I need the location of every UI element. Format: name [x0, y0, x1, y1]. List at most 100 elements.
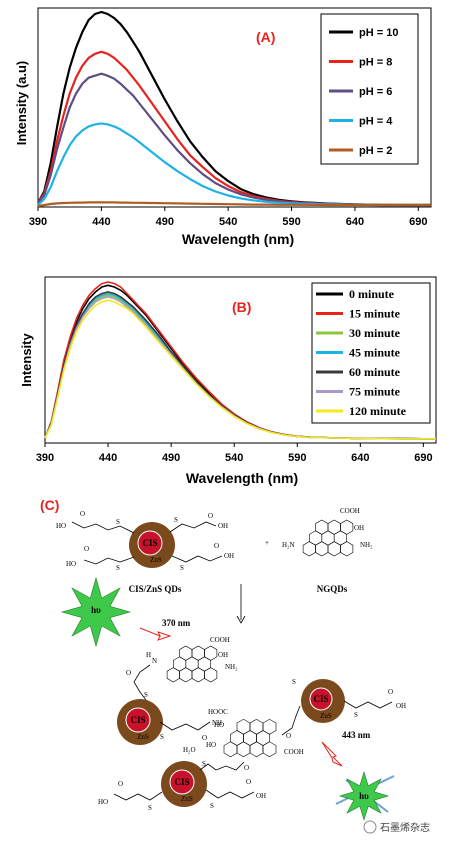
- ngqd-mid-o: O: [126, 669, 131, 677]
- ngqd-mid-ring-3: [173, 656, 187, 672]
- ngqd-center-ho-2: HO: [206, 741, 216, 749]
- excitation-star-shape: [60, 576, 132, 648]
- ngqd-mid-s: S: [144, 691, 148, 699]
- chart-b-x-axis-title: Wavelength (nm): [186, 470, 298, 486]
- chart-a-x-tick-label-4: 540: [219, 216, 237, 228]
- qd-bottom-ho: HO: [98, 798, 108, 806]
- ngqd-top-ring-8: [340, 541, 354, 557]
- qd-top: CIS ZnS S S S S HO O HO O OH O OH O: [56, 510, 234, 572]
- excitation-star: hυ: [60, 576, 132, 648]
- chart-b-legend-label-7: 120 minute: [349, 404, 407, 418]
- ngqd-mid-ring-7: [179, 645, 193, 661]
- ngqd-center-ring-5: [236, 741, 251, 758]
- emission-label: hυ: [359, 791, 369, 801]
- ngqd-top-ring-6: [327, 519, 341, 535]
- chart-a-x-tick-label-3: 490: [156, 216, 174, 228]
- ngqd-mid-oh: OH: [218, 651, 228, 659]
- ngqd-mid-ring-2: [197, 656, 211, 672]
- chart-a-legend-label-4: pH = 4: [359, 116, 393, 128]
- ngqd-top: COOH OH NH₂ H₂N: [282, 507, 373, 557]
- qd-mid-left-s: S: [160, 733, 164, 741]
- chart-a-x-tick-label-2: 440: [92, 216, 110, 228]
- chart-b-legend: 0 minute 15 minute 30 minute 45 minute 60 mi…: [311, 282, 431, 424]
- ngqd-top-ring-10: [340, 519, 354, 535]
- qd-bottom-oh: OH: [256, 792, 266, 800]
- qd-top-s-4: S: [180, 564, 184, 572]
- qd-top-ligand-4: [171, 555, 223, 563]
- chart-a-x-ticks: 390 440 490 540 590 640 690: [29, 207, 428, 228]
- chart-b-legend-label-4: 45 minute: [349, 346, 401, 360]
- ngqd-mid-ring-6: [191, 645, 205, 661]
- water-label: H₂O: [183, 746, 196, 754]
- chart-b-x-tick-label-4: 540: [225, 452, 243, 464]
- ngqd-top-cooh: COOH: [340, 507, 360, 515]
- emission-arrow-icon: [321, 741, 343, 767]
- chart-b-legend-label-3: 30 minute: [349, 326, 401, 340]
- ngqd-center: HOOC HO HO COOH O O: [206, 705, 304, 772]
- qd-right-core: [309, 687, 333, 711]
- chart-b-x-tick-label-6: 640: [351, 452, 369, 464]
- ngqd-center-ring-9: [223, 741, 238, 758]
- chart-b-series-line-7: [44, 299, 436, 440]
- chart-a-legend-label-3: pH = 6: [359, 86, 392, 98]
- chart-a-legend-box: [320, 13, 419, 165]
- chart-b-legend-label-1: 0 minute: [349, 287, 395, 301]
- chart-a-x-tick-label-7: 690: [409, 216, 427, 228]
- emission-star: hυ: [335, 770, 395, 822]
- qd-top-o-2: O: [84, 545, 89, 553]
- chart-a-x-tick-label-5: 590: [282, 216, 300, 228]
- ngqd-top-oh: OH: [354, 524, 364, 532]
- qd-bottom-o-1: O: [118, 780, 123, 788]
- ngqd-top-ring-1: [321, 530, 335, 546]
- ngqd-mid-ring-4: [191, 667, 205, 683]
- qd-right-o: O: [388, 688, 393, 696]
- chart-b-x-ticks: 390 440 490 540 590 640 690: [36, 443, 433, 464]
- qd-top-ligand-2: [83, 556, 135, 565]
- chart-a-x-tick-label-1: 390: [29, 216, 47, 228]
- ngqd-top-ring-3: [308, 530, 323, 546]
- qd-mid-left-o: O: [202, 734, 207, 742]
- qd-top-shell-label: ZnS: [150, 556, 162, 564]
- ngqd-middle-rings: [166, 645, 218, 683]
- qd-top-ligand-3: [169, 521, 217, 533]
- ngqd-mid-ring-9: [166, 667, 180, 683]
- emission-star-shape: [338, 770, 390, 822]
- qd-top-o-3: O: [208, 512, 213, 520]
- qd-mid-left-shell-label: ZnS: [137, 733, 149, 741]
- qd-top-o-4: O: [214, 542, 219, 550]
- qd-mid-left-core-label: CIS: [130, 715, 145, 725]
- qd-mid-left-core: [125, 707, 151, 733]
- qd-top-s-3: S: [174, 516, 178, 524]
- qd-top-ho-1: HO: [56, 522, 66, 530]
- ngqd-center-ring-10: [262, 718, 277, 735]
- chart-b-series-group: [44, 281, 437, 440]
- watermark: 石墨烯杂志: [363, 820, 430, 834]
- qd-top-s-2: S: [116, 564, 120, 572]
- qd-bottom-s-3: S: [202, 760, 206, 768]
- qd-bottom-o-2: O: [246, 778, 251, 786]
- qd-mid-left-nh: NH: [212, 719, 222, 727]
- chart-b-panel-label: (B): [232, 299, 251, 315]
- scheme-c: (C) CIS ZnS S S S S HO O HO O OH O OH O …: [40, 497, 406, 822]
- chart-a-series-line-4: [37, 122, 431, 207]
- qd-right-s-2: S: [354, 711, 358, 719]
- chart-a-legend: pH = 10 pH = 8 pH = 6 pH = 4 pH = 2: [320, 13, 419, 165]
- qd-mid-left-link: [159, 721, 211, 731]
- ngqd-center-hooc: HOOC: [208, 708, 228, 716]
- emission-wavelength: 443 nm: [342, 730, 371, 740]
- chart-b-x-tick-label-1: 390: [36, 452, 54, 464]
- qd-top-core-label: CIS: [142, 538, 157, 548]
- chart-a-x-axis-title: Wavelength (nm): [182, 231, 294, 247]
- reaction-arrow-head: [236, 615, 246, 624]
- ngqd-caption: NGQDs: [317, 584, 348, 594]
- ngqd-center-o-right: O: [286, 732, 291, 740]
- qd-bottom-ligand-3: [199, 763, 217, 771]
- chart-a-series-group: [37, 10, 431, 208]
- ngqd-mid-cooh: COOH: [210, 636, 230, 644]
- ngqd-mid-ring-10: [204, 645, 218, 661]
- qd-bottom-ligand-2: [205, 789, 255, 799]
- plus-sign: +: [265, 539, 269, 547]
- chart-b-x-tick-label-5: 590: [288, 452, 306, 464]
- ngqd-center-ring-7: [236, 718, 251, 735]
- qd-caption: CIS/ZnS QDs: [129, 584, 182, 594]
